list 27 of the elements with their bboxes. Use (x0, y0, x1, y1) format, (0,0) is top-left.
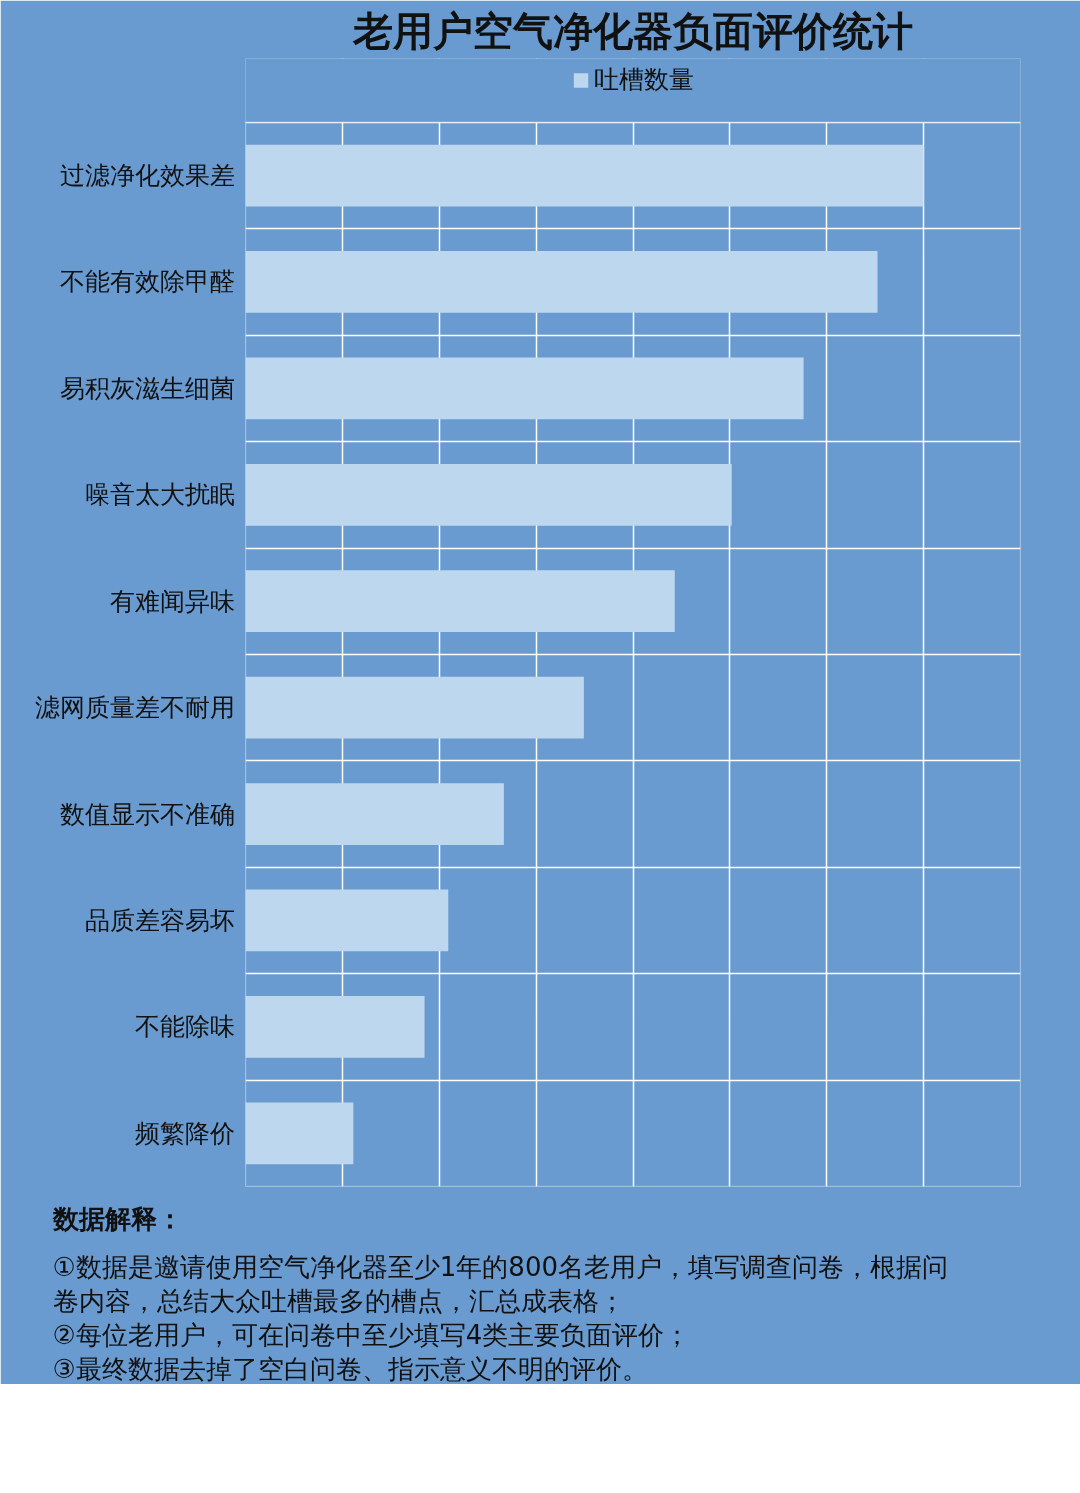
text: ②每位老用户，可在问卷中至少填写4类主要负面评价； (52, 1319, 691, 1350)
y-tick-label: 不能除味 (134, 1012, 235, 1042)
bar (245, 251, 878, 313)
bar (245, 463, 732, 526)
bar (245, 889, 449, 952)
legend-label: 吐槽数量 (594, 64, 694, 96)
y-tick-label: 过滤净化效果差 (59, 161, 235, 191)
y-tick-label: 易积灰滋生细菌 (59, 373, 235, 403)
bar (245, 996, 425, 1058)
chart-title: 老用户空气净化器负面评价统计 (352, 7, 913, 54)
bar (245, 676, 584, 739)
bar (245, 783, 504, 845)
bar (245, 1102, 354, 1165)
y-tick-label: 有难闻异味 (109, 586, 235, 616)
y-tick-label: 频繁降价 (134, 1118, 235, 1148)
text: ①数据是邀请使用空气净化器至少1年的800名老用户，填写调查问卷，根据问 (52, 1251, 948, 1282)
y-tick-label: 滤网质量差不耐用 (34, 693, 235, 723)
y-tick-label: 不能有效除甲醛 (59, 267, 235, 297)
y-tick-label: 数值显示不准确 (59, 799, 235, 829)
text: 卷内容，总结大众吐槽最多的槽点，汇总成表格； (52, 1285, 625, 1316)
bar (245, 144, 924, 207)
bar (245, 357, 804, 420)
text: 数据解释： (51, 1203, 183, 1234)
text: ③最终数据去掉了空白问卷、指示意义不明的评价。 (52, 1353, 648, 1384)
y-tick-label: 噪音太大扰眠 (84, 480, 235, 510)
bar (245, 570, 675, 633)
y-tick-label: 品质差容易坏 (84, 905, 235, 935)
